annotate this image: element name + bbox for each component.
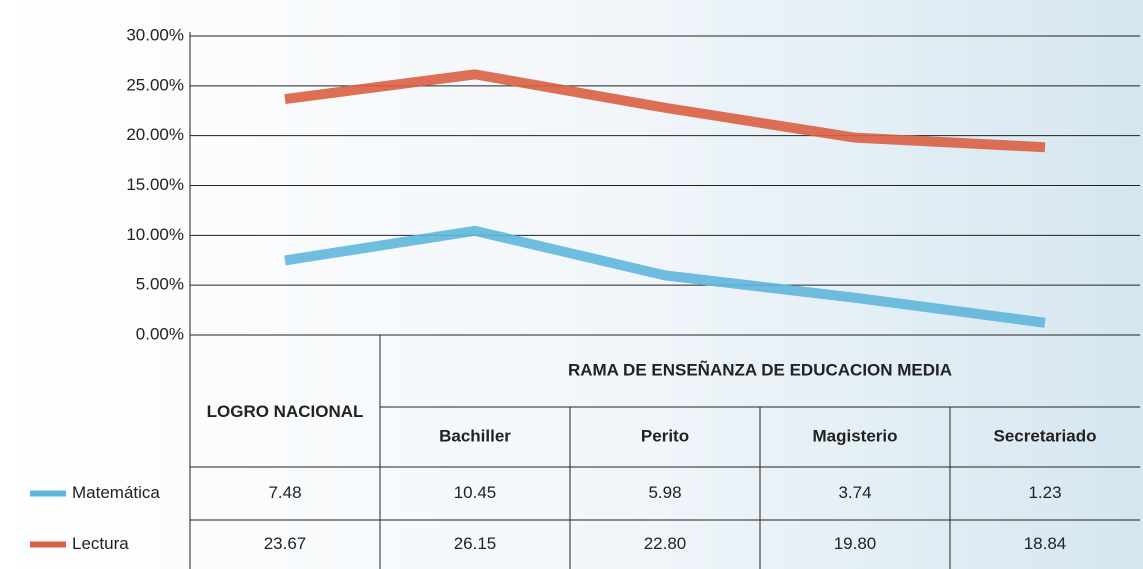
- legend-label: Lectura: [72, 534, 129, 553]
- series-line: [284, 69, 1046, 153]
- category-label: Perito: [641, 426, 689, 445]
- y-tick-label: 10.00%: [126, 225, 184, 244]
- data-label: 5.98: [648, 483, 681, 502]
- legend-label: Matemática: [72, 483, 160, 502]
- y-tick-label: 15.00%: [126, 175, 184, 194]
- y-tick-label: 25.00%: [126, 75, 184, 94]
- data-label: 19.80: [834, 534, 877, 553]
- y-tick-label: 0.00%: [136, 324, 184, 343]
- category-label: Magisterio: [812, 426, 897, 445]
- data-label: 3.74: [838, 483, 871, 502]
- y-tick-label: 5.00%: [136, 275, 184, 294]
- data-label: 22.80: [644, 534, 687, 553]
- data-label: 26.15: [454, 534, 497, 553]
- data-label: 10.45: [454, 483, 497, 502]
- y-tick-label: 20.00%: [126, 125, 184, 144]
- data-label: 7.48: [268, 483, 301, 502]
- category-label: Secretariado: [994, 426, 1097, 445]
- data-label: 18.84: [1024, 534, 1067, 553]
- data-label: 1.23: [1028, 483, 1061, 502]
- y-tick-label: 30.00%: [126, 25, 184, 44]
- category-label: LOGRO NACIONAL: [206, 402, 364, 421]
- data-label: 23.67: [264, 534, 307, 553]
- series-line: [284, 225, 1046, 328]
- legend-swatch: [30, 490, 66, 497]
- category-cell: LOGRO NACIONAL: [206, 402, 364, 421]
- category-label: Bachiller: [439, 426, 511, 445]
- table-header: RAMA DE ENSEÑANZA DE EDUCACION MEDIA: [568, 359, 952, 379]
- legend-swatch: [30, 541, 66, 548]
